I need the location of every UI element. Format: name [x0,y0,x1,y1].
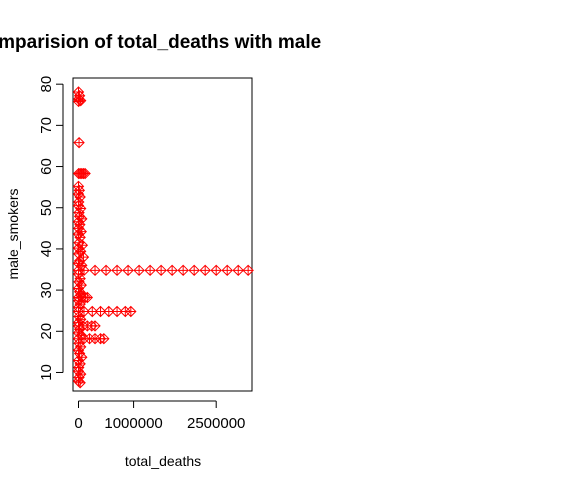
x-axis-label: total_deaths [125,453,201,469]
data-point [98,332,110,345]
data-point [125,305,137,318]
data-point [242,264,254,277]
data-point [111,264,123,277]
x-tick-label: 1000000 [104,415,162,432]
y-tick-label: 50 [38,199,55,216]
data-point [221,264,233,277]
data-point [73,136,85,149]
y-tick-label: 10 [38,364,55,381]
x-tick-label: 2500000 [187,415,245,432]
data-point [155,264,167,277]
data-point [81,291,94,304]
y-tick-label: 60 [38,158,55,175]
y-tick-label: 80 [38,76,55,93]
y-axis: 10 20 30 40 50 60 70 80 [38,76,64,381]
data-point [210,264,222,277]
data-point [166,264,178,277]
data-point [133,264,145,277]
data-point [122,264,134,277]
y-tick-label: 30 [38,282,55,299]
x-tick-label: 0 [74,415,82,432]
x-axis: 0 1000000 2500000 [74,400,245,432]
y-tick-label: 20 [38,323,55,340]
data-point [144,264,156,277]
data-point [74,377,86,389]
chart-title: Comparision of total_deaths with male [0,32,321,53]
plot-area-box [72,77,253,392]
data-point [78,264,90,277]
data-point [232,264,244,277]
data-point [72,95,85,108]
data-point [89,320,101,332]
data-point [199,264,211,277]
data-point [177,264,189,277]
data-point [100,264,112,277]
data-point [74,191,86,203]
data-point [79,167,91,180]
data-point [188,264,200,277]
y-tick-label: 40 [38,241,55,258]
data-point [89,264,101,277]
data-points [72,86,254,389]
y-tick-label: 70 [38,117,55,134]
y-axis-label: male_smokers [5,188,21,279]
